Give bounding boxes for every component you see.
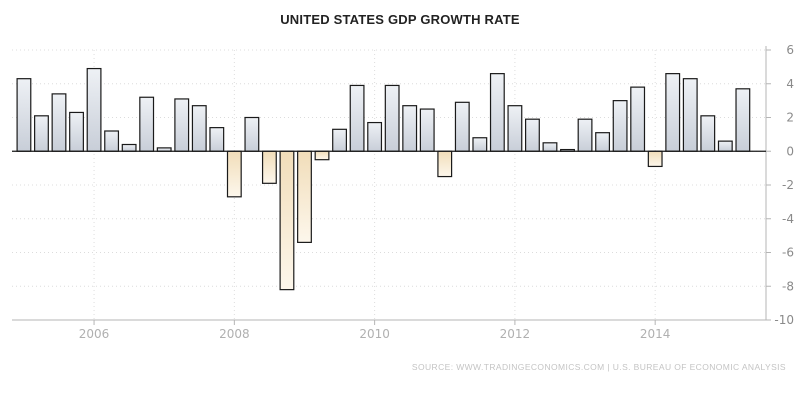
y-tick-label: 0 — [786, 144, 794, 158]
bar — [384, 84, 400, 152]
bar — [577, 118, 593, 152]
bar — [314, 150, 330, 161]
bar — [507, 105, 523, 152]
x-tick-label: 2006 — [79, 327, 110, 341]
bar — [489, 73, 505, 152]
source-note: SOURCE: WWW.TRADINGECONOMICS.COM | U.S. … — [411, 362, 786, 372]
bar — [174, 98, 190, 152]
bars — [16, 67, 751, 291]
bar — [595, 132, 611, 152]
bar — [700, 115, 716, 152]
bar — [524, 118, 540, 152]
bar — [86, 67, 102, 152]
chart-title: UNITED STATES GDP GROWTH RATE — [280, 12, 520, 27]
axes: 6 4 2 0 -2 -4 -6 -8 -10 2006 2008 2010 2012 2014 — [12, 43, 794, 341]
bar — [349, 84, 365, 152]
bar — [279, 150, 295, 291]
bar — [647, 150, 663, 168]
y-tick-label: -2 — [782, 178, 794, 192]
bar — [16, 78, 32, 152]
bar — [735, 88, 751, 152]
bar — [51, 93, 67, 152]
bar — [419, 108, 435, 152]
bar — [367, 121, 383, 152]
bar — [121, 143, 137, 152]
bar — [612, 100, 628, 152]
bar — [261, 150, 277, 184]
bar — [209, 127, 225, 152]
bar — [297, 150, 312, 243]
y-tick-label: 4 — [786, 77, 794, 91]
bar — [682, 78, 698, 152]
y-tick-label: -10 — [774, 313, 794, 327]
y-tick-label: -4 — [782, 212, 794, 226]
bar — [437, 150, 453, 178]
bar — [402, 105, 418, 152]
x-tick-label: 2010 — [359, 327, 390, 341]
bar — [454, 101, 470, 152]
bar — [472, 137, 488, 152]
bar — [332, 128, 347, 152]
y-tick-label: -8 — [782, 279, 794, 293]
y-tick-label: -6 — [782, 246, 794, 260]
bar — [191, 105, 207, 152]
bar — [717, 140, 733, 152]
bar — [665, 73, 681, 152]
bar — [69, 111, 84, 152]
bar — [104, 130, 120, 152]
bar — [226, 150, 242, 198]
bar — [244, 116, 260, 152]
x-tick-label: 2012 — [500, 327, 531, 341]
x-tick-label: 2008 — [219, 327, 250, 341]
y-tick-label: 2 — [786, 111, 794, 125]
bar — [34, 115, 49, 152]
y-tick-label: 6 — [786, 43, 794, 57]
bar — [630, 86, 646, 152]
x-tick-label: 2014 — [640, 327, 671, 341]
bar — [139, 96, 155, 152]
bar — [542, 142, 558, 152]
